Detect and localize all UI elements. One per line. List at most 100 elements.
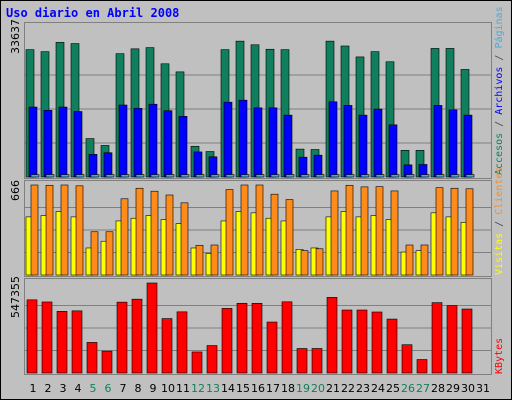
bar-pginas-day-2	[45, 174, 55, 178]
day-label-20: 20	[311, 382, 325, 395]
bar-kbytes-day-3	[56, 311, 68, 374]
bar-clientes-day-22	[345, 184, 354, 276]
bar-archivos-day-4	[73, 111, 83, 178]
bar-kbytes-day-18	[281, 301, 293, 374]
day-label-12: 12	[191, 382, 205, 395]
bar-archivos-day-23	[358, 114, 368, 178]
bar-archivos-day-21	[328, 101, 338, 178]
accesses-side-legend: Accesos / Archivos / Páginas	[493, 6, 505, 175]
visits-side-legend: Visitas / Clientes	[494, 167, 505, 275]
day-label-9: 9	[150, 382, 157, 395]
day-label-4: 4	[75, 382, 82, 395]
bar-pginas-day-9	[150, 174, 160, 178]
bar-clientes-day-4	[75, 185, 84, 276]
bar-kbytes-day-9	[146, 282, 158, 374]
day-label-19: 19	[296, 382, 310, 395]
day-label-5: 5	[90, 382, 97, 395]
day-label-23: 23	[356, 382, 370, 395]
bar-pginas-day-27	[420, 174, 430, 178]
kbytes-scale-label: 547355	[9, 276, 22, 318]
bar-clientes-day-17	[270, 193, 279, 276]
bar-archivos-day-24	[373, 108, 383, 178]
bar-pginas-day-4	[75, 174, 85, 178]
bar-kbytes-day-29	[446, 305, 458, 374]
day-label-3: 3	[60, 382, 67, 395]
bar-clientes-day-12	[195, 244, 204, 276]
bar-archivos-day-9	[148, 103, 158, 178]
bar-clientes-day-26	[405, 244, 414, 276]
bar-kbytes-day-27	[416, 359, 428, 374]
bar-archivos-day-8	[133, 107, 143, 178]
bar-kbytes-day-6	[101, 350, 113, 374]
bar-clientes-day-21	[330, 190, 339, 276]
day-label-15: 15	[236, 382, 250, 395]
bar-archivos-day-3	[58, 106, 68, 178]
bar-kbytes-day-4	[71, 310, 83, 374]
bar-pginas-day-1	[30, 174, 40, 178]
bar-archivos-day-29	[448, 109, 458, 178]
day-label-10: 10	[161, 382, 175, 395]
side-legend-part: /	[494, 121, 505, 133]
bar-kbytes-day-17	[266, 321, 278, 374]
bar-kbytes-day-21	[326, 297, 338, 374]
bar-archivos-day-30	[463, 114, 473, 178]
bar-archivos-day-25	[388, 124, 398, 178]
bar-kbytes-day-1	[26, 299, 38, 374]
bar-pginas-day-22	[345, 174, 355, 178]
bar-kbytes-day-15	[236, 302, 248, 374]
bar-clientes-day-6	[105, 231, 114, 276]
day-label-28: 28	[431, 382, 445, 395]
bar-archivos-day-19	[298, 156, 308, 178]
bar-pginas-day-12	[195, 174, 205, 178]
bar-clientes-day-14	[225, 189, 234, 276]
day-label-25: 25	[386, 382, 400, 395]
kbytes-bars	[26, 282, 473, 374]
bar-pginas-day-3	[60, 174, 70, 178]
bar-clientes-day-25	[390, 190, 399, 276]
bar-pginas-day-10	[165, 174, 175, 178]
bar-archivos-day-7	[118, 104, 128, 178]
day-label-16: 16	[251, 382, 265, 395]
day-label-11: 11	[176, 382, 190, 395]
bar-pginas-day-25	[390, 174, 400, 178]
day-label-18: 18	[281, 382, 295, 395]
side-legend-part: Clientes	[494, 167, 505, 221]
bar-clientes-day-2	[45, 184, 54, 276]
bar-archivos-day-14	[223, 101, 233, 178]
bar-archivos-day-28	[433, 105, 443, 178]
bar-archivos-day-11	[178, 116, 188, 178]
bar-pginas-day-30	[465, 174, 475, 178]
bar-clientes-day-24	[375, 186, 384, 276]
bar-clientes-day-19	[300, 250, 309, 276]
accesses-scale-label: 33637	[9, 19, 22, 54]
bar-pginas-day-18	[285, 174, 295, 178]
bar-pginas-day-17	[270, 174, 280, 178]
bar-clientes-day-30	[465, 188, 474, 276]
bar-archivos-day-18	[283, 114, 293, 178]
bar-archivos-day-16	[253, 107, 263, 178]
day-label-2: 2	[45, 382, 52, 395]
day-label-26: 26	[401, 382, 415, 395]
day-label-27: 27	[416, 382, 430, 395]
bar-pginas-day-6	[105, 174, 115, 178]
bar-clientes-day-3	[60, 184, 69, 276]
kbytes-panel: 547355 KBytes	[9, 276, 505, 375]
bar-clientes-day-8	[135, 187, 144, 276]
chart-title: Uso diario en Abril 2008	[6, 6, 179, 20]
bar-kbytes-day-30	[461, 308, 473, 374]
bar-clientes-day-28	[435, 187, 444, 276]
bar-pginas-day-11	[180, 174, 190, 178]
side-legend-part: /	[494, 221, 505, 233]
bar-clientes-day-1	[30, 184, 39, 276]
bar-kbytes-day-14	[221, 308, 233, 374]
bar-pginas-day-16	[255, 174, 265, 178]
bar-clientes-day-20	[315, 248, 324, 276]
day-label-17: 17	[266, 382, 280, 395]
day-label-14: 14	[221, 382, 235, 395]
accesses-bars	[25, 40, 475, 178]
bar-kbytes-day-7	[116, 301, 128, 374]
bar-pginas-day-8	[135, 174, 145, 178]
bar-kbytes-day-24	[371, 311, 383, 374]
bar-pginas-day-19	[300, 174, 310, 178]
